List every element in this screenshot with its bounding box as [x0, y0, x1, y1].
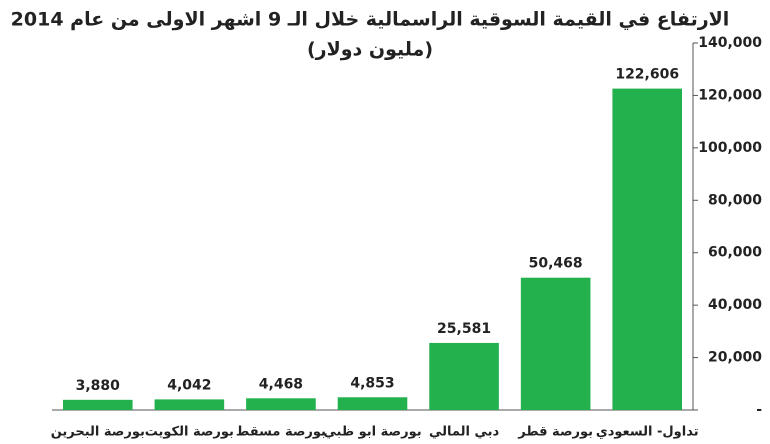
y-tick-label: 20,000 [708, 350, 762, 366]
x-tick-label: بورصة البحرين [51, 425, 145, 440]
x-tick-label: بورصة مسقط [236, 425, 326, 440]
value-label: 4,468 [259, 376, 303, 392]
x-tick-label: بورصة ابو ظبي [323, 425, 421, 440]
y-tick-label: 140,000 [698, 35, 762, 51]
bar [246, 398, 316, 410]
chart-title: الارتفاع في القيمة السوقية الراسمالية خل… [11, 9, 730, 31]
y-tick-label: - [756, 402, 762, 418]
bar [154, 399, 225, 410]
x-tick-label: بورصة الكويت [145, 425, 234, 440]
value-label: 25,581 [437, 321, 491, 337]
x-tick-label: بورصة قطر [517, 425, 593, 440]
chart-subtitle: (مليون دولار) [307, 39, 433, 61]
y-tick-label: 40,000 [708, 297, 762, 313]
value-label: 50,468 [529, 256, 583, 272]
y-tick-label: 100,000 [698, 140, 762, 156]
x-tick-label: تداول- السعودي [596, 425, 699, 440]
bar [612, 88, 683, 410]
value-label: 3,880 [76, 378, 121, 394]
value-label: 4,853 [350, 375, 394, 391]
y-tick-label: 60,000 [708, 245, 762, 261]
bar [337, 397, 408, 410]
y-tick-label: 120,000 [698, 87, 762, 103]
x-tick-label: دبي المالي [429, 425, 500, 440]
value-label: 122,606 [615, 67, 679, 83]
bar [62, 399, 133, 410]
bar [520, 277, 591, 410]
value-label: 4,042 [167, 377, 211, 393]
y-tick-label: 80,000 [708, 192, 762, 208]
bar [429, 342, 499, 410]
